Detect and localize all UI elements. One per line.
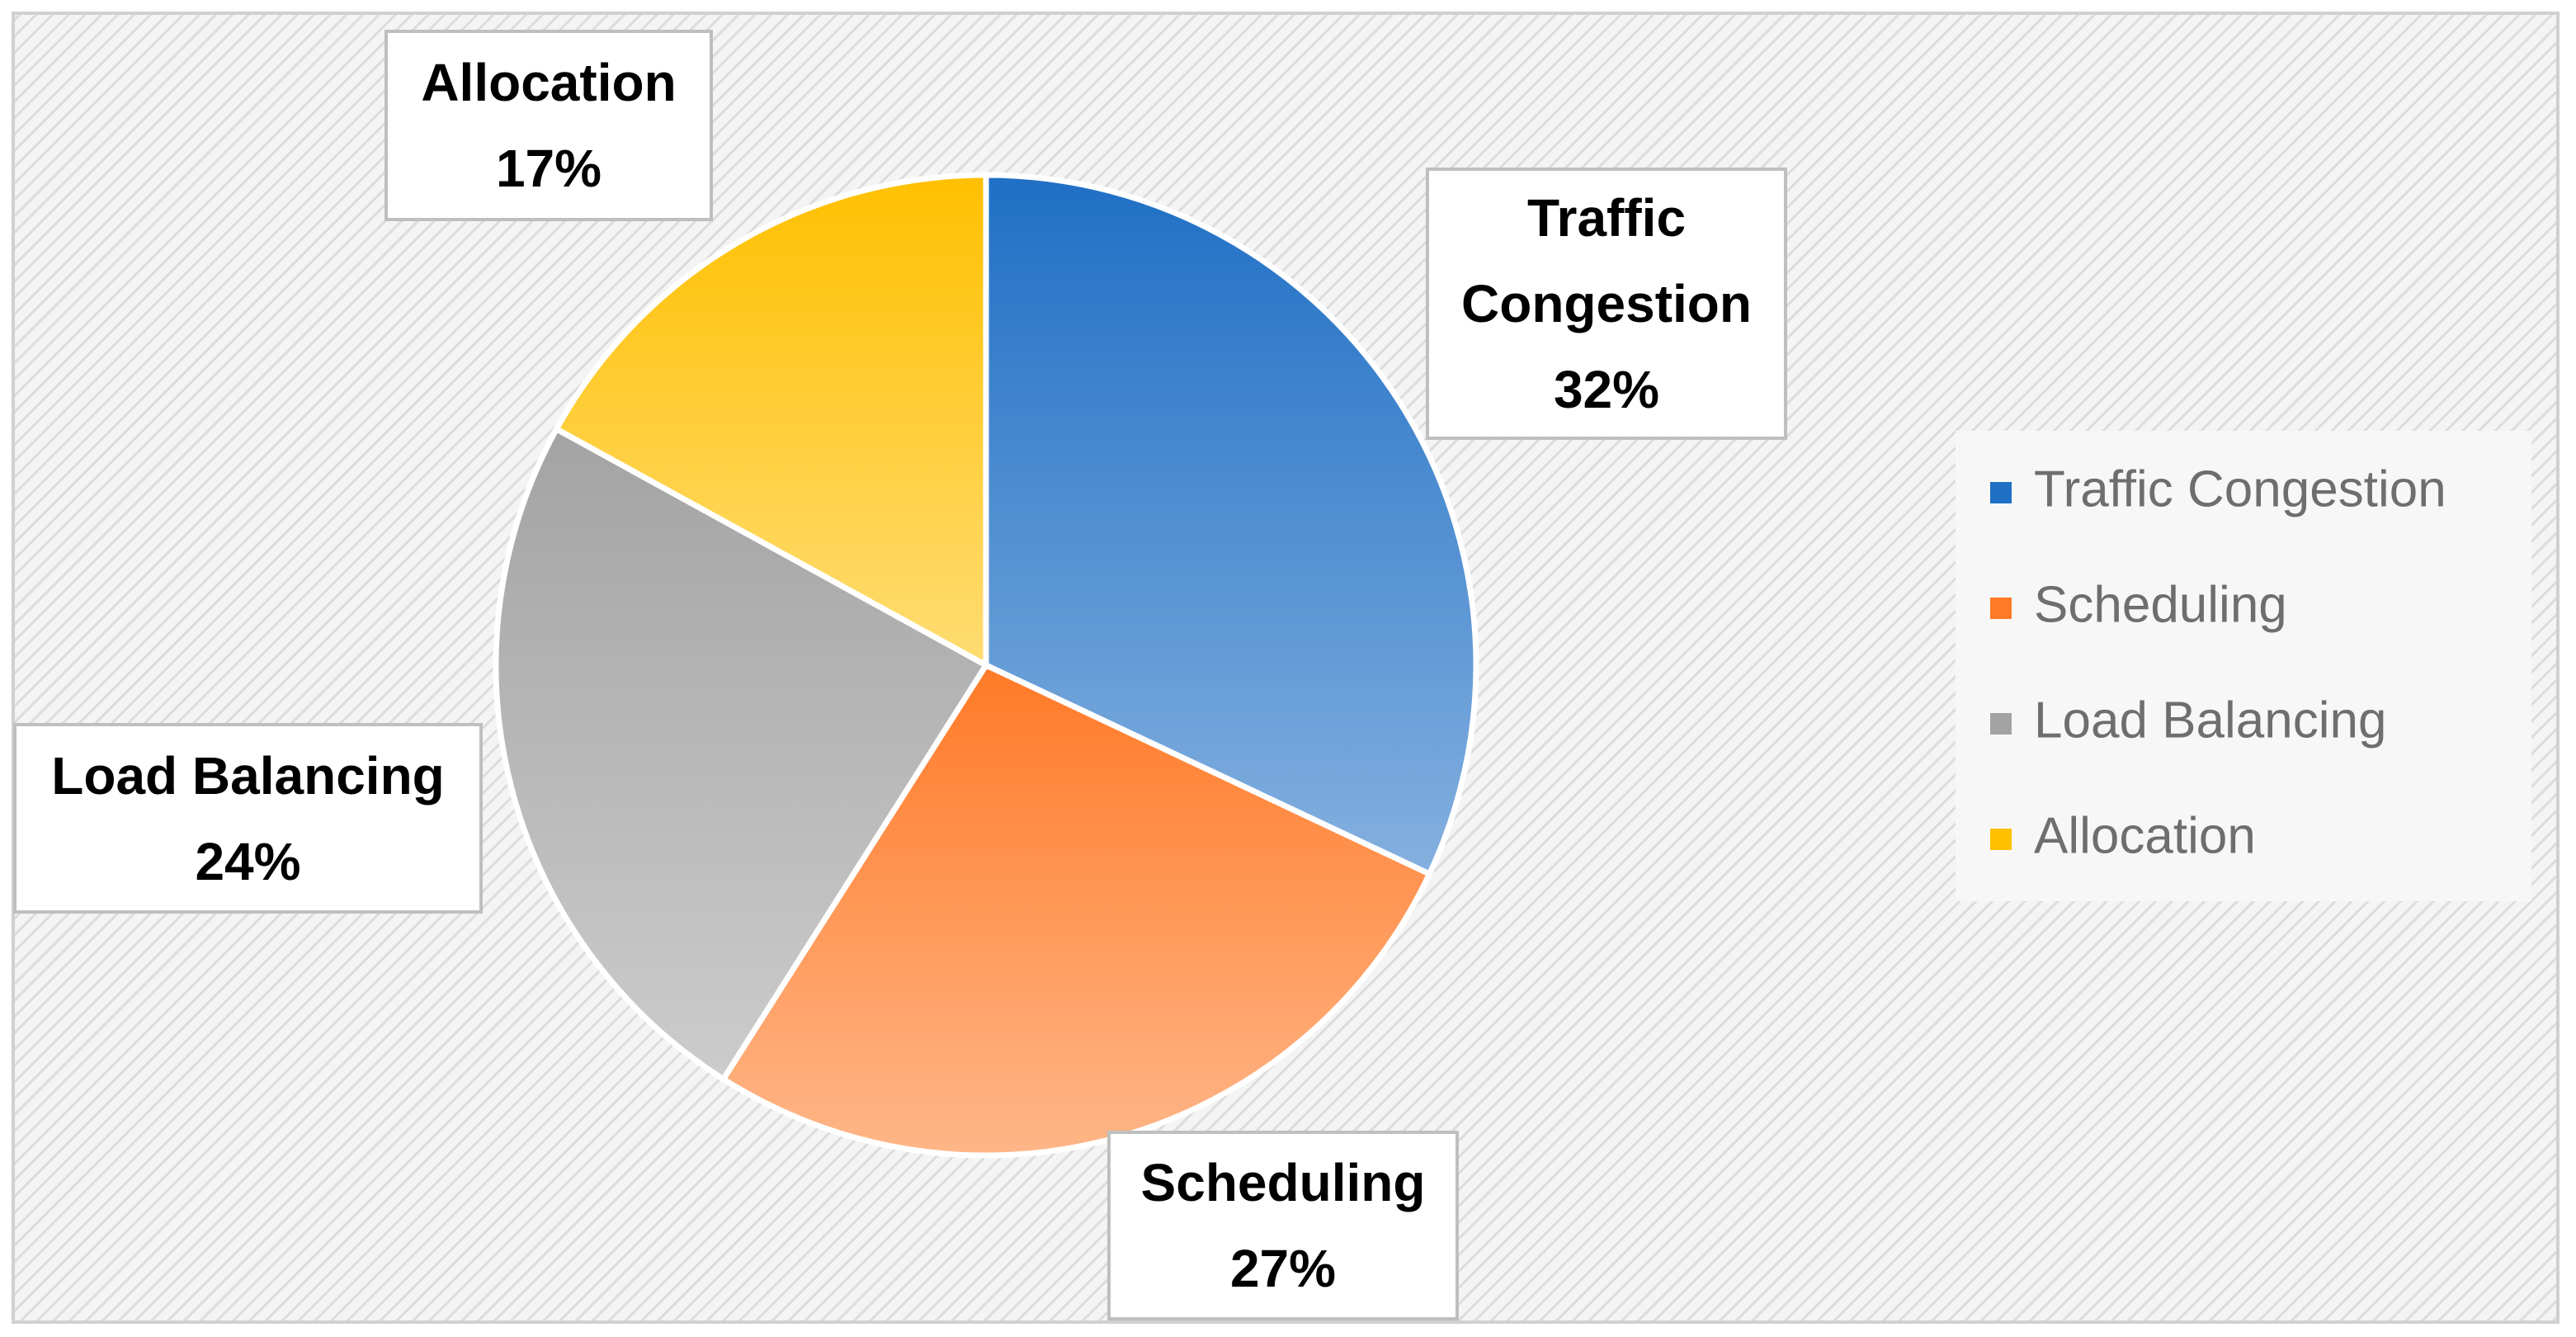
legend-background: [1956, 431, 2531, 901]
data-label-category: Load Balancing: [51, 745, 445, 806]
data-label-value: 24%: [195, 831, 301, 891]
legend-swatch: [1990, 713, 2012, 735]
data-label-value: 27%: [1229, 1239, 1337, 1298]
data-label: Traffic Congestion 32%: [1426, 168, 1787, 440]
pie-slice: [493, 425, 990, 1084]
data-label: Load Balancing 24%: [13, 723, 483, 914]
data-label-value: 32%: [1553, 360, 1660, 419]
pie-slice: [552, 172, 989, 670]
legend-label: Allocation: [2034, 807, 2256, 864]
legend-label: Scheduling: [2034, 576, 2287, 633]
legend-swatch: [1990, 598, 2012, 619]
legend-swatch: [1990, 829, 2012, 850]
legend-swatch: [1990, 482, 2012, 503]
pie-slice: [983, 172, 1479, 878]
legend-label: Load Balancing: [2034, 692, 2386, 749]
data-label-category: Traffic Congestion: [1461, 188, 1752, 333]
data-label-value: 17%: [495, 139, 602, 198]
legend-label: Traffic Congestion: [2034, 461, 2446, 517]
data-label: Allocation 17%: [385, 30, 713, 221]
data-label-category: Scheduling: [1140, 1153, 1426, 1212]
data-label: Scheduling 27%: [1107, 1131, 1459, 1320]
data-label-category: Allocation: [421, 53, 677, 112]
